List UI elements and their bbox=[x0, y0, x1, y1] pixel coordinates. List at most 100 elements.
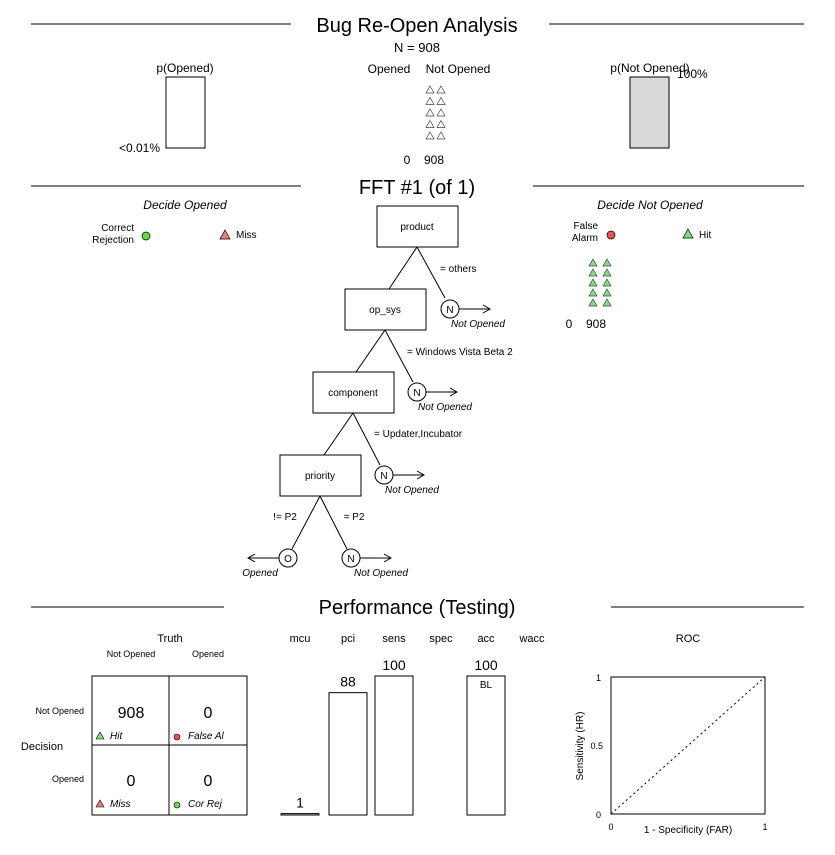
exit-label-op-sys: Not Opened bbox=[418, 402, 472, 413]
triangle-icon bbox=[436, 85, 446, 94]
perf-bar bbox=[466, 675, 506, 816]
header-triangle-icons bbox=[425, 85, 446, 140]
exit-arrowhead-component bbox=[416, 470, 426, 480]
exit-node-priority-right-symbol: N bbox=[347, 554, 354, 565]
decision-row-not-opened: Not Opened bbox=[35, 706, 84, 716]
cell-false-alarm-icon bbox=[173, 733, 181, 741]
branch-component-left bbox=[323, 412, 354, 456]
exit-node-product-symbol: N bbox=[446, 305, 453, 316]
col-not-opened-label: Not Opened bbox=[426, 62, 491, 76]
decision-row-opened: Opened bbox=[52, 774, 84, 784]
roc-diagonal bbox=[610, 676, 766, 815]
triangle-icon bbox=[425, 131, 435, 140]
rule-op-sys: = Windows Vista Beta 2 bbox=[407, 347, 513, 358]
p-right-fill bbox=[629, 76, 670, 149]
perf-bar bbox=[280, 813, 320, 816]
count-opened: 0 bbox=[404, 153, 411, 167]
decision-label: Decision bbox=[21, 741, 63, 753]
rule-product: = others bbox=[440, 264, 476, 275]
roc-y-tick-05: 0.5 bbox=[590, 741, 603, 751]
triangle-icon bbox=[436, 119, 446, 128]
triangle-icon bbox=[425, 119, 435, 128]
fft-hit-triangle-icons bbox=[588, 258, 612, 307]
legend-hit-label: Hit bbox=[699, 230, 711, 241]
legend-correct-rejection-label-2: Rejection bbox=[92, 235, 134, 246]
branch-product-left bbox=[388, 246, 418, 290]
perf-category-label: wacc bbox=[518, 633, 545, 645]
roc-xlabel: 1 - Specificity (FAR) bbox=[644, 825, 732, 836]
branch-product-right bbox=[416, 246, 446, 299]
legend-correct-rejection-label-1: Correct bbox=[101, 223, 134, 234]
cell-false-alarm-label: False Al bbox=[188, 731, 225, 742]
p-right-label: p(Not Opened) bbox=[610, 61, 689, 75]
roc-y-tick-1: 1 bbox=[596, 673, 601, 683]
perf-category-label: mcu bbox=[290, 633, 311, 645]
roc-x-tick-0: 0 bbox=[608, 822, 613, 832]
hit-triangle-icon bbox=[588, 258, 598, 267]
cell-miss-label: Miss bbox=[110, 799, 131, 810]
rule-component: = Updater,Incubator bbox=[374, 429, 463, 440]
exit-label-priority-left: Opened bbox=[242, 568, 278, 579]
hit-triangle-icon bbox=[588, 268, 598, 277]
exit-arrowhead-op-sys bbox=[449, 387, 459, 397]
rule-priority-left: != P2 bbox=[273, 512, 297, 523]
p-right-value: 100% bbox=[677, 67, 708, 81]
cell-cor-rej-icon bbox=[173, 801, 181, 809]
branch-op-sys-right bbox=[384, 329, 414, 383]
triangle-icon bbox=[436, 131, 446, 140]
node-priority-label: priority bbox=[305, 471, 335, 482]
p-left-label: p(Opened) bbox=[156, 61, 213, 75]
cell-miss-icon bbox=[95, 799, 105, 808]
cell-hit-value: 908 bbox=[118, 705, 145, 722]
roc-title: ROC bbox=[676, 633, 701, 645]
miss-icon bbox=[219, 229, 231, 240]
p-left-value: <0.01% bbox=[119, 141, 160, 155]
hit-triangle-icon bbox=[602, 268, 612, 277]
hit-triangle-icon bbox=[602, 258, 612, 267]
cell-false-alarm-value: 0 bbox=[204, 705, 213, 722]
exit-arrowhead-product bbox=[482, 304, 492, 314]
baseline-label: BL bbox=[480, 680, 493, 691]
triangle-icon bbox=[425, 108, 435, 117]
cell-cor-rej-label: Cor Rej bbox=[188, 799, 223, 810]
triangle-icon bbox=[425, 85, 435, 94]
exit-label-product: Not Opened bbox=[451, 319, 505, 330]
perf-category-label: spec bbox=[429, 633, 453, 645]
perf-bar bbox=[328, 692, 368, 816]
node-component-box bbox=[312, 371, 395, 414]
perf-value-label: 100 bbox=[382, 657, 406, 673]
perf-bar bbox=[374, 675, 414, 816]
exit-arrowhead-priority-right bbox=[383, 553, 393, 563]
hit-icon bbox=[682, 228, 694, 239]
performance-title: Performance (Testing) bbox=[319, 597, 516, 619]
correct-rejection-icon bbox=[141, 231, 151, 241]
performance-bars: mcu 1 pci 88 sens 100 spec acc 100 BL wacc bbox=[280, 633, 545, 816]
exit-node-op-sys-symbol: N bbox=[413, 388, 420, 399]
p-left-box bbox=[165, 76, 206, 149]
legend-false-alarm-label-1: False bbox=[574, 221, 599, 232]
col-opened-label: Opened bbox=[368, 62, 411, 76]
truth-col-opened: Opened bbox=[192, 649, 224, 659]
truth-col-not-opened: Not Opened bbox=[107, 649, 156, 659]
triangle-icon bbox=[436, 96, 446, 105]
count-not-opened: 908 bbox=[424, 153, 444, 167]
exit-node-component-symbol: N bbox=[380, 471, 387, 482]
branch-priority-right bbox=[319, 495, 348, 550]
hit-triangle-icon bbox=[588, 298, 598, 307]
triangle-icon bbox=[436, 108, 446, 117]
branch-priority-left bbox=[291, 495, 321, 550]
exit-arrowhead-priority-left bbox=[246, 553, 256, 563]
legend-false-alarm-label-2: Alarm bbox=[572, 233, 598, 244]
rule-priority-right: = P2 bbox=[344, 512, 365, 523]
perf-value-label: 88 bbox=[340, 674, 356, 690]
hit-triangle-icon bbox=[588, 288, 598, 297]
branch-component-right bbox=[352, 412, 381, 466]
roc-y-tick-0: 0 bbox=[596, 810, 601, 820]
false-alarm-icon bbox=[606, 230, 616, 240]
truth-label: Truth bbox=[157, 633, 182, 645]
triangle-icon bbox=[425, 96, 435, 105]
exit-label-priority-right: Not Opened bbox=[354, 568, 408, 579]
perf-category-label: acc bbox=[477, 633, 495, 645]
